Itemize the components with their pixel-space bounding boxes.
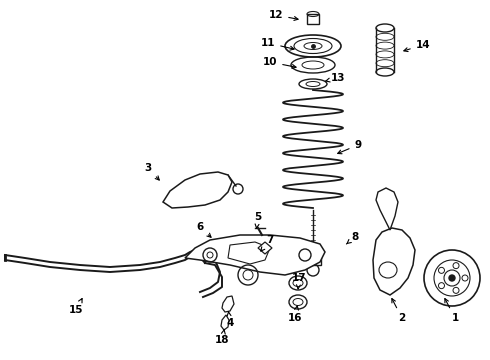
Circle shape <box>439 267 444 273</box>
Text: 15: 15 <box>69 298 83 315</box>
Text: 5: 5 <box>254 212 262 228</box>
Circle shape <box>449 275 455 281</box>
Text: 18: 18 <box>215 329 229 345</box>
Text: 3: 3 <box>145 163 159 180</box>
Text: 16: 16 <box>288 306 302 323</box>
Polygon shape <box>221 315 229 330</box>
Circle shape <box>462 275 468 281</box>
Circle shape <box>453 263 459 269</box>
Text: 12: 12 <box>269 10 298 21</box>
Text: 9: 9 <box>338 140 362 154</box>
Circle shape <box>439 283 444 289</box>
Text: 7: 7 <box>261 235 274 251</box>
Text: 10: 10 <box>263 57 296 68</box>
Text: 1: 1 <box>445 298 459 323</box>
Polygon shape <box>258 242 272 254</box>
Polygon shape <box>373 228 415 295</box>
Text: 17: 17 <box>292 273 306 289</box>
Polygon shape <box>163 172 232 208</box>
Text: 11: 11 <box>261 38 294 50</box>
Polygon shape <box>228 242 270 264</box>
Polygon shape <box>376 188 398 230</box>
Text: 13: 13 <box>325 73 345 83</box>
Text: 8: 8 <box>346 232 359 244</box>
Text: 2: 2 <box>392 298 406 323</box>
Text: 4: 4 <box>226 312 234 328</box>
Polygon shape <box>222 296 234 312</box>
Polygon shape <box>185 235 325 275</box>
Text: 14: 14 <box>404 40 430 51</box>
Text: 6: 6 <box>196 222 211 237</box>
Bar <box>305 255 321 265</box>
Circle shape <box>453 287 459 293</box>
Bar <box>307 14 319 24</box>
